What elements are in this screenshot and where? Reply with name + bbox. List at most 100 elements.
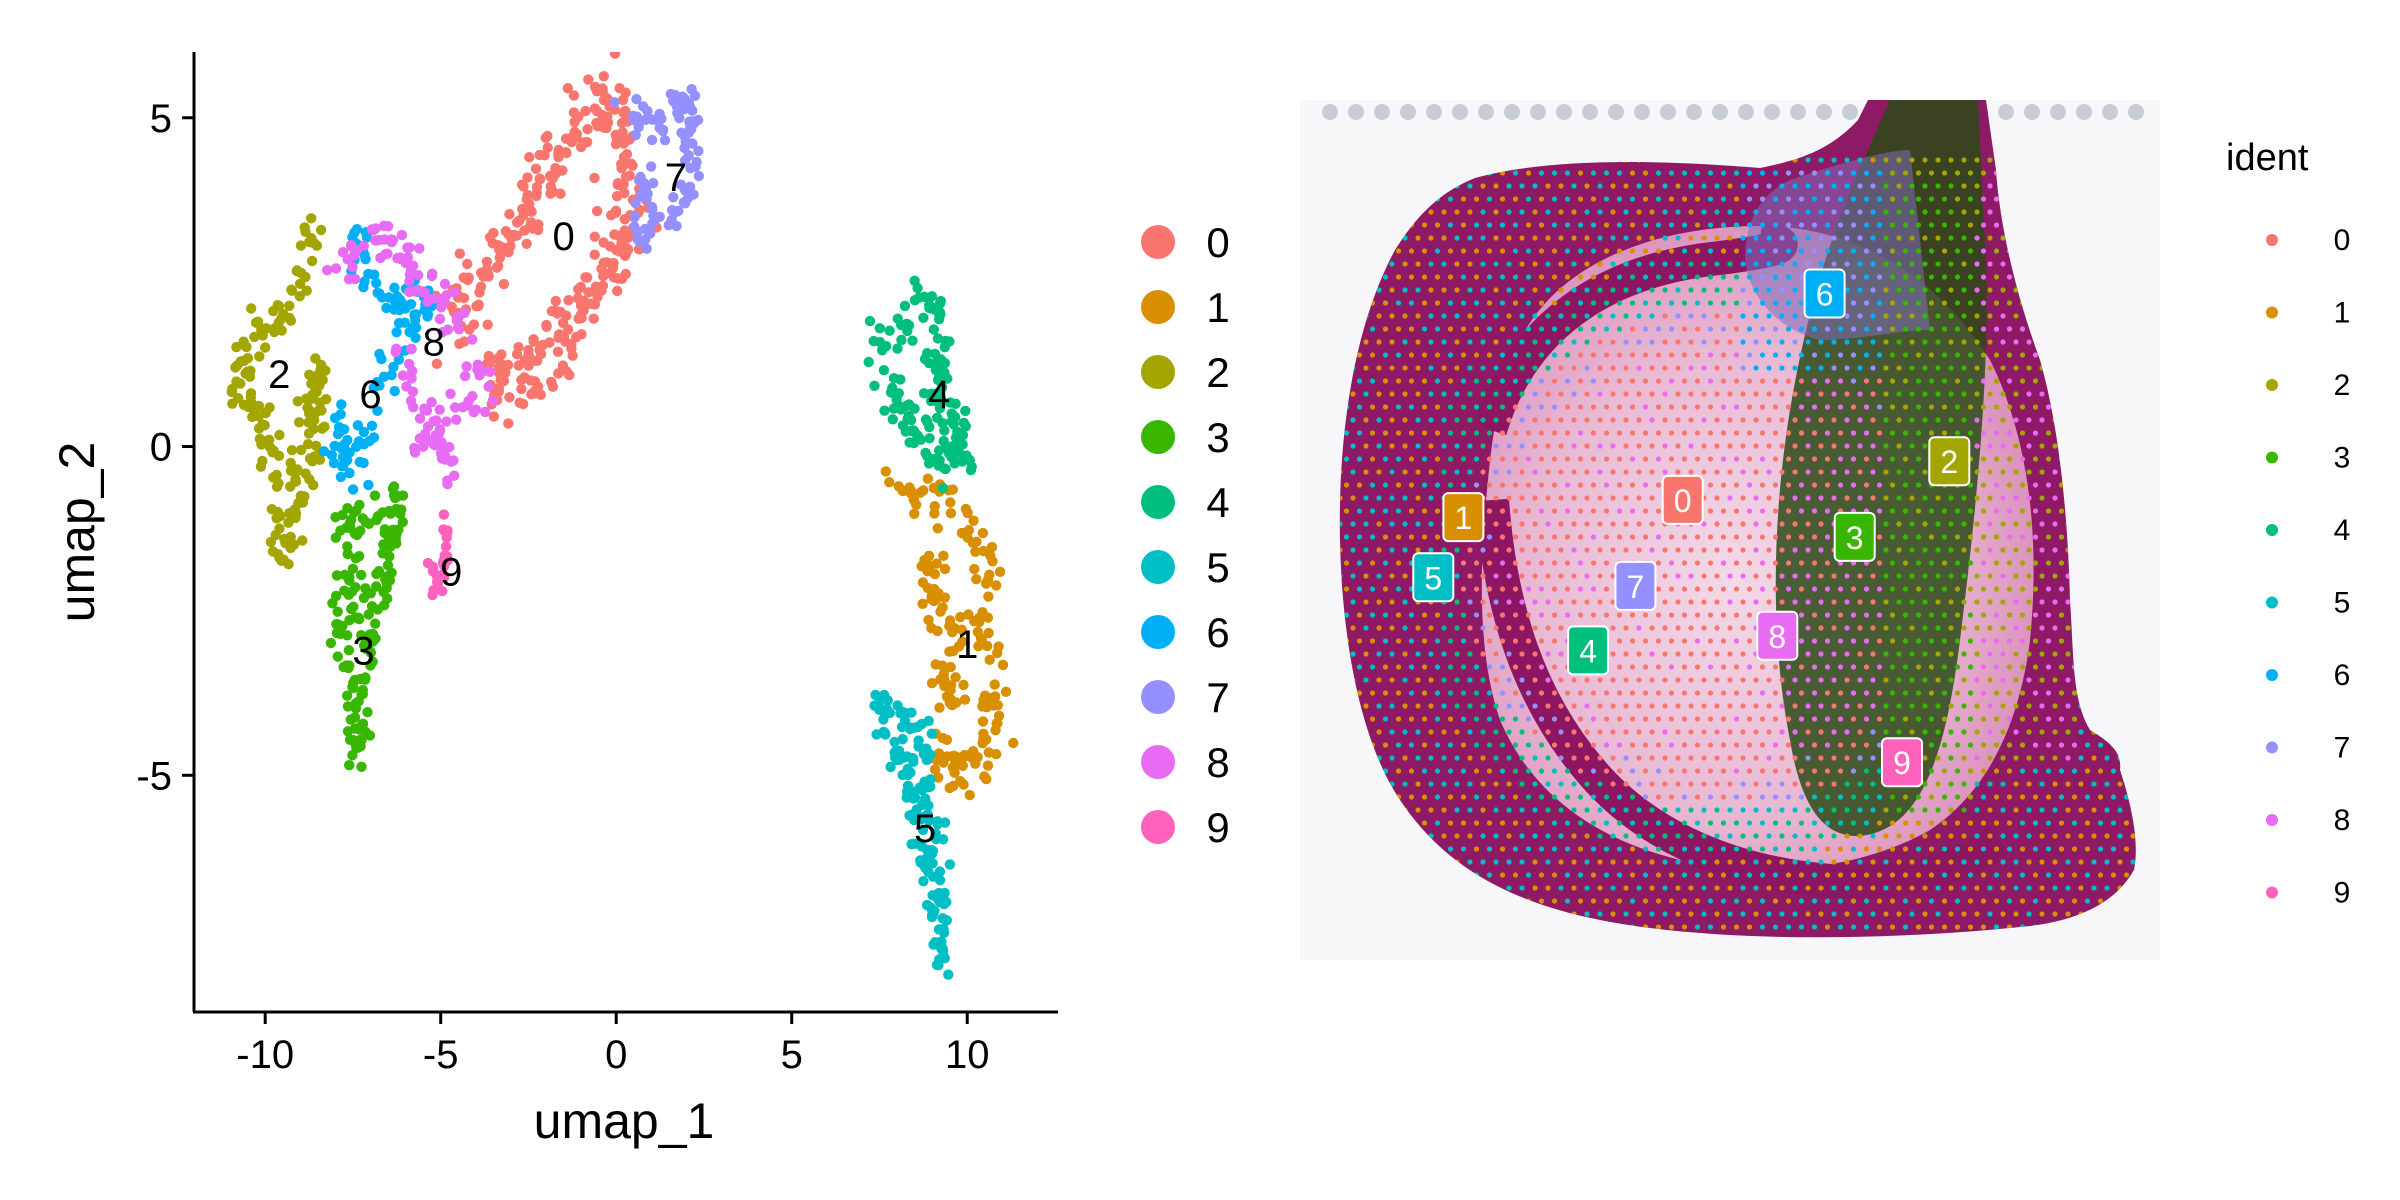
spatial-spot-cluster-8: [1993, 326, 2000, 332]
spatial-spot-cluster-0: [1558, 521, 1564, 527]
spatial-spot-cluster-1: [1428, 287, 1434, 293]
spatial-spot-cluster-0: [1610, 599, 1616, 605]
spatial-spot-cluster-0: [1519, 495, 1525, 501]
spatial-spot-cluster-5: [1655, 820, 1662, 826]
spatial-spot-cluster-0: [1733, 612, 1740, 618]
spatial-spot-cluster-5: [1486, 690, 1493, 696]
fiducial-dot: [1582, 104, 1598, 120]
spatial-spot-cluster-1: [1441, 287, 1447, 293]
spatial-spot-cluster-0: [1831, 703, 1837, 709]
spatial-spot-cluster-2: [1980, 404, 1987, 410]
umap-point-cluster-5: [892, 700, 903, 711]
spatial-spot-cluster-5: [1376, 495, 1382, 501]
umap-point-cluster-8: [427, 268, 438, 279]
spatial-spot-cluster-5: [1402, 677, 1408, 683]
umap-point-cluster-6: [393, 317, 405, 329]
spatial-spot-cluster-1: [1499, 820, 1506, 826]
umap-point-cluster-6: [347, 484, 359, 495]
spatial-spot-cluster-2: [2039, 677, 2045, 683]
spatial-spot-cluster-7: [1779, 235, 1785, 241]
spatial-spot-cluster-0: [1571, 521, 1577, 527]
spatial-spot-cluster-1: [1941, 820, 1948, 826]
spatial-spot-cluster-0: [1571, 703, 1577, 709]
spatial-spot-cluster-3: [1889, 456, 1896, 462]
spatial-spot-cluster-4: [1499, 404, 1506, 410]
spatial-spot-cluster-8: [1525, 456, 1532, 462]
spatial-spot-cluster-0: [1668, 430, 1675, 436]
spatial-spot-cluster-0: [1798, 534, 1805, 540]
spatial-spot-cluster-8: [1844, 729, 1850, 735]
umap-point-cluster-4: [896, 319, 907, 331]
spatial-spot-cluster-5: [1493, 833, 1499, 839]
spatial-spot-cluster-8: [1831, 677, 1837, 683]
spatial-spot-cluster-8: [1974, 677, 1980, 683]
umap-label-cluster-3: 3: [352, 629, 374, 673]
spatial-spot-cluster-2: [2000, 599, 2006, 605]
umap-point-cluster-0: [481, 256, 493, 267]
spatial-spot-cluster-0: [1772, 378, 1779, 384]
spatial-spot-cluster-0: [1597, 573, 1603, 579]
umap-point-cluster-0: [505, 241, 516, 252]
umap-point-cluster-5: [918, 748, 929, 760]
spatial-spot-cluster-7: [1844, 365, 1850, 371]
spatial-spot-cluster-0: [1642, 742, 1649, 748]
spatial-spot-cluster-6: [1831, 183, 1837, 189]
spatial-spot-cluster-1: [1408, 482, 1415, 488]
spatial-spot-cluster-8: [1532, 599, 1538, 605]
fiducial-dot: [1452, 104, 1468, 120]
spatial-spot-cluster-4: [1707, 846, 1714, 852]
spatial-spot-cluster-3: [1941, 690, 1948, 696]
spatial-spot-cluster-0: [1584, 547, 1590, 553]
spatial-spot-cluster-3: [1902, 534, 1909, 540]
umap-point-cluster-9: [437, 569, 448, 580]
spatial-spot-cluster-0: [1740, 521, 1746, 527]
spatial-spot-cluster-5: [1551, 170, 1558, 176]
spatial-spot-cluster-5: [1564, 820, 1571, 826]
spatial-spot-cluster-4: [1447, 456, 1454, 462]
spatial-spot-cluster-1: [1363, 703, 1369, 709]
spatial-spot-cluster-5: [1363, 677, 1369, 683]
umap-point-cluster-2: [320, 365, 331, 376]
spatial-spot-cluster-3: [1902, 300, 1909, 306]
spatial-spot-cluster-0: [1675, 339, 1681, 345]
spatial-spot-cluster-0: [1655, 378, 1662, 384]
spatial-spot-cluster-8: [1538, 664, 1545, 670]
spatial-spot-cluster-2: [2026, 651, 2032, 657]
spatial-spot-cluster-1: [1363, 417, 1369, 423]
spatial-spot-cluster-0: [1844, 495, 1850, 501]
spatial-spot-cluster-8: [1850, 664, 1857, 670]
spatial-spot-cluster-1: [1421, 274, 1428, 280]
umap-point-cluster-1: [923, 614, 934, 626]
spatial-spot-cluster-8: [1785, 690, 1792, 696]
spatial-spot-cluster-7: [1844, 261, 1850, 267]
spatial-spot-cluster-2: [1987, 339, 1993, 345]
spatial-spot-cluster-3: [1896, 729, 1902, 735]
spatial-spot-cluster-7: [1532, 703, 1538, 709]
spatial-spot-cluster-2: [1974, 313, 1980, 319]
spatial-spot-cluster-5: [1486, 716, 1493, 722]
spatial-spot-cluster-8: [1766, 469, 1772, 475]
spatial-spot-cluster-8: [1987, 547, 1993, 553]
spatial-spot-cluster-8: [2000, 313, 2006, 319]
spatial-spot-cluster-1: [1928, 820, 1935, 826]
spatial-spot-cluster-4: [1629, 794, 1636, 800]
umap-point-cluster-4: [868, 335, 879, 347]
spatial-spot-cluster-0: [1649, 365, 1655, 371]
spatial-spot-cluster-2: [1935, 651, 1941, 657]
spatial-spot-cluster-3: [1954, 352, 1961, 358]
spatial-spot-cluster-8: [1805, 703, 1811, 709]
spatial-spot-cluster-7: [1642, 326, 1649, 332]
spatial-spot-cluster-1: [1603, 274, 1610, 280]
spatial-spot-cluster-5: [1480, 261, 1486, 267]
spatial-spot-cluster-0: [1655, 742, 1662, 748]
spatial-spot-cluster-5: [1675, 235, 1681, 241]
spatial-spot-cluster-4: [1538, 742, 1545, 748]
spatial-spot-cluster-0: [1675, 547, 1681, 553]
umap-point-cluster-6: [372, 405, 383, 416]
spatial-spot-cluster-5: [1629, 820, 1636, 826]
spatial-spot-cluster-8: [1525, 586, 1532, 592]
spatial-spot-cluster-8: [1603, 742, 1610, 748]
spatial-spot-cluster-5: [1980, 846, 1987, 852]
umap-point-cluster-1: [991, 580, 1002, 591]
